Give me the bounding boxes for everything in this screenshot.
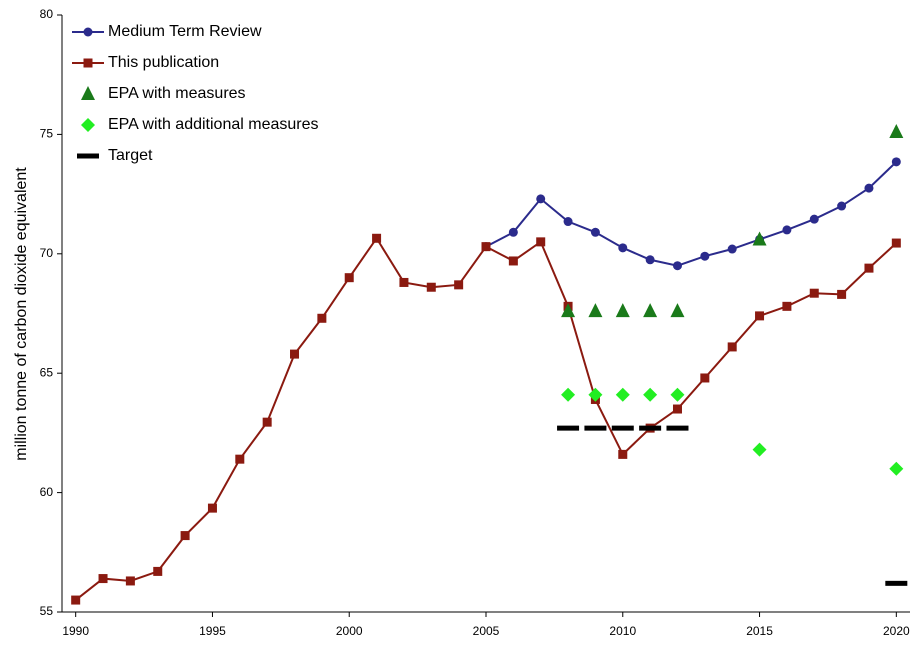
marker (752, 231, 767, 246)
marker (207, 503, 217, 513)
legend: Medium Term Review This publication EPA wi… (72, 23, 318, 164)
marker (809, 214, 819, 224)
marker (83, 27, 93, 37)
marker (508, 227, 518, 237)
marker (643, 387, 658, 402)
marker (639, 425, 662, 431)
marker (153, 566, 163, 576)
marker (700, 373, 710, 383)
x-tick-label: 2000 (336, 624, 363, 638)
marker (399, 277, 409, 287)
marker (615, 303, 630, 318)
x-tick-label: 1995 (199, 624, 226, 638)
marker (670, 303, 685, 318)
marker (837, 201, 847, 211)
marker (782, 225, 792, 235)
marker (891, 157, 901, 167)
marker (81, 118, 95, 132)
marker (317, 313, 327, 323)
y-tick-label: 80 (40, 7, 54, 21)
marker (81, 86, 95, 100)
series-line (485, 161, 898, 267)
y-tick-label: 60 (40, 485, 54, 499)
y-tick-label: 70 (40, 246, 54, 260)
marker (752, 442, 767, 457)
marker (618, 449, 628, 459)
marker (454, 280, 464, 290)
marker (536, 194, 546, 204)
marker (235, 454, 245, 464)
marker (98, 574, 108, 584)
marker (481, 242, 491, 252)
marker (618, 243, 628, 253)
series-line (75, 236, 897, 601)
x-tick-label: 2015 (746, 624, 773, 638)
marker (837, 289, 847, 299)
y-tick-label: 75 (40, 127, 54, 141)
marker (666, 425, 689, 431)
marker (563, 217, 573, 227)
marker (561, 387, 576, 402)
marker (643, 303, 658, 318)
marker (885, 580, 908, 586)
marker (561, 303, 576, 318)
marker (645, 255, 655, 265)
marker (426, 282, 436, 292)
marker (727, 244, 737, 254)
y-tick-label: 55 (40, 604, 54, 618)
marker (864, 263, 874, 273)
marker (77, 153, 99, 159)
marker (290, 349, 300, 359)
y-tick-label: 65 (40, 365, 54, 379)
marker (611, 425, 634, 431)
marker (670, 387, 685, 402)
marker (700, 251, 710, 261)
marker (809, 288, 819, 298)
marker (615, 387, 630, 402)
marker (891, 238, 901, 248)
marker (588, 387, 603, 402)
marker (889, 124, 904, 139)
marker (372, 233, 382, 243)
marker (262, 417, 272, 427)
legend-label: EPA with measures (108, 85, 246, 102)
marker (557, 425, 580, 431)
x-tick-label: 2005 (473, 624, 500, 638)
legend-label: EPA with additional measures (108, 116, 318, 133)
marker (83, 58, 93, 68)
x-tick-label: 2010 (609, 624, 636, 638)
legend-label: Target (108, 147, 153, 164)
marker (672, 404, 682, 414)
legend-label: This publication (108, 54, 219, 71)
y-axis-label: million tonne of carbon dioxide equivale… (13, 167, 30, 461)
marker (180, 531, 190, 541)
x-tick-label: 2020 (883, 624, 910, 638)
marker (125, 576, 135, 586)
marker (889, 461, 904, 476)
legend-label: Medium Term Review (108, 23, 262, 40)
marker (344, 273, 354, 283)
marker (588, 303, 603, 318)
marker (71, 595, 81, 605)
marker (584, 425, 607, 431)
marker (536, 237, 546, 247)
marker (508, 256, 518, 266)
marker (727, 342, 737, 352)
marker (672, 261, 682, 271)
marker (782, 301, 792, 311)
x-tick-label: 1990 (62, 624, 89, 638)
marker (864, 183, 874, 193)
marker (755, 311, 765, 321)
marker (590, 227, 600, 237)
